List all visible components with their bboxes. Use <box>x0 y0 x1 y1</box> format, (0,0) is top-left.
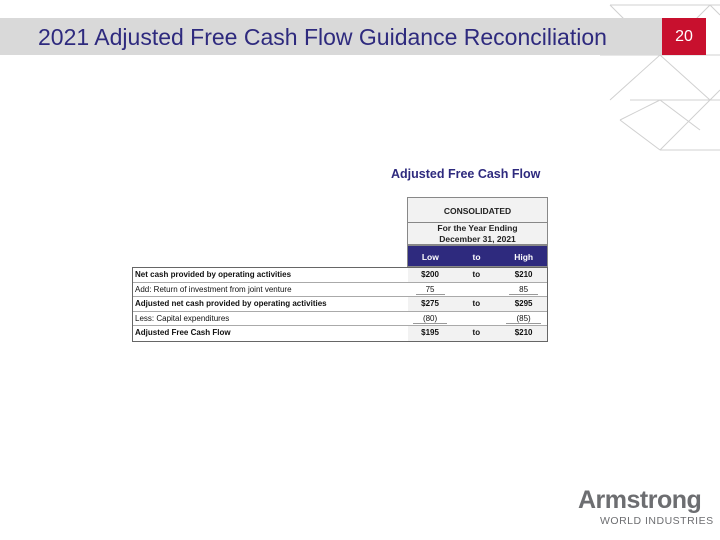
table-body: Net cash provided by operating activitie… <box>132 267 548 342</box>
row-label: Net cash provided by operating activitie… <box>135 270 292 279</box>
group-header: CONSOLIDATED <box>407 197 548 223</box>
cell: 75 <box>408 283 453 297</box>
title: 2021 Adjusted Free Cash Flow Guidance Re… <box>38 24 607 50</box>
cell: to <box>452 268 501 282</box>
cell-value: to <box>472 299 481 309</box>
table-row: Adjusted Free Cash Flow $195 to $210 <box>133 326 547 341</box>
cell-value: 85 <box>509 284 539 295</box>
table-row: Less: Capital expenditures (80) (85) <box>133 312 547 327</box>
row-label: Add: Return of investment from joint ven… <box>135 284 292 294</box>
period-header: For the Year Ending December 31, 2021 <box>407 222 548 245</box>
cell: $275 <box>407 297 453 311</box>
cell: $200 <box>407 268 453 282</box>
cell-value: $195 <box>421 328 439 338</box>
logo-tagline: WORLD INDUSTRIES <box>600 515 714 527</box>
cell: (85) <box>500 312 547 326</box>
cell-value: to <box>472 328 481 338</box>
cell-value: $200 <box>421 270 439 279</box>
cell-value: $295 <box>514 299 533 309</box>
cell: to <box>452 297 501 311</box>
column-label: Low <box>421 252 439 262</box>
cell: $210 <box>500 268 547 282</box>
row-label: Adjusted Free Cash Flow <box>135 328 231 338</box>
cell-value: 75 <box>415 284 445 295</box>
cell-value: to <box>472 270 481 279</box>
cell <box>452 312 500 326</box>
cell: to <box>452 326 501 341</box>
column-label: to <box>472 252 481 262</box>
cell: 85 <box>500 283 547 297</box>
cell: $295 <box>500 297 547 311</box>
row-label: Less: Capital expenditures <box>135 313 230 323</box>
column-header: Low to High <box>407 245 548 267</box>
table-row: Net cash provided by operating activitie… <box>133 268 547 283</box>
table-caption: Adjusted Free Cash Flow <box>391 167 541 181</box>
cell: $210 <box>500 326 547 341</box>
cell-value: $210 <box>514 328 533 338</box>
title-bar <box>0 18 662 55</box>
cell: (80) <box>408 312 453 326</box>
cell <box>452 283 500 297</box>
cell-value: (85) <box>506 313 541 324</box>
cell-value: $210 <box>514 270 533 279</box>
period-line: For the Year Ending <box>437 223 518 233</box>
cell-value: (80) <box>412 313 448 324</box>
page-number: 20 <box>662 18 706 55</box>
column-label: High <box>514 252 534 262</box>
period-line: December 31, 2021 <box>439 234 516 244</box>
cell-value: $275 <box>421 299 439 309</box>
logo: Armstrong <box>578 486 702 514</box>
row-label: Adjusted net cash provided by operating … <box>135 299 327 309</box>
cell: $195 <box>407 326 453 341</box>
table-row: Add: Return of investment from joint ven… <box>133 283 547 298</box>
table-row: Adjusted net cash provided by operating … <box>133 297 547 312</box>
